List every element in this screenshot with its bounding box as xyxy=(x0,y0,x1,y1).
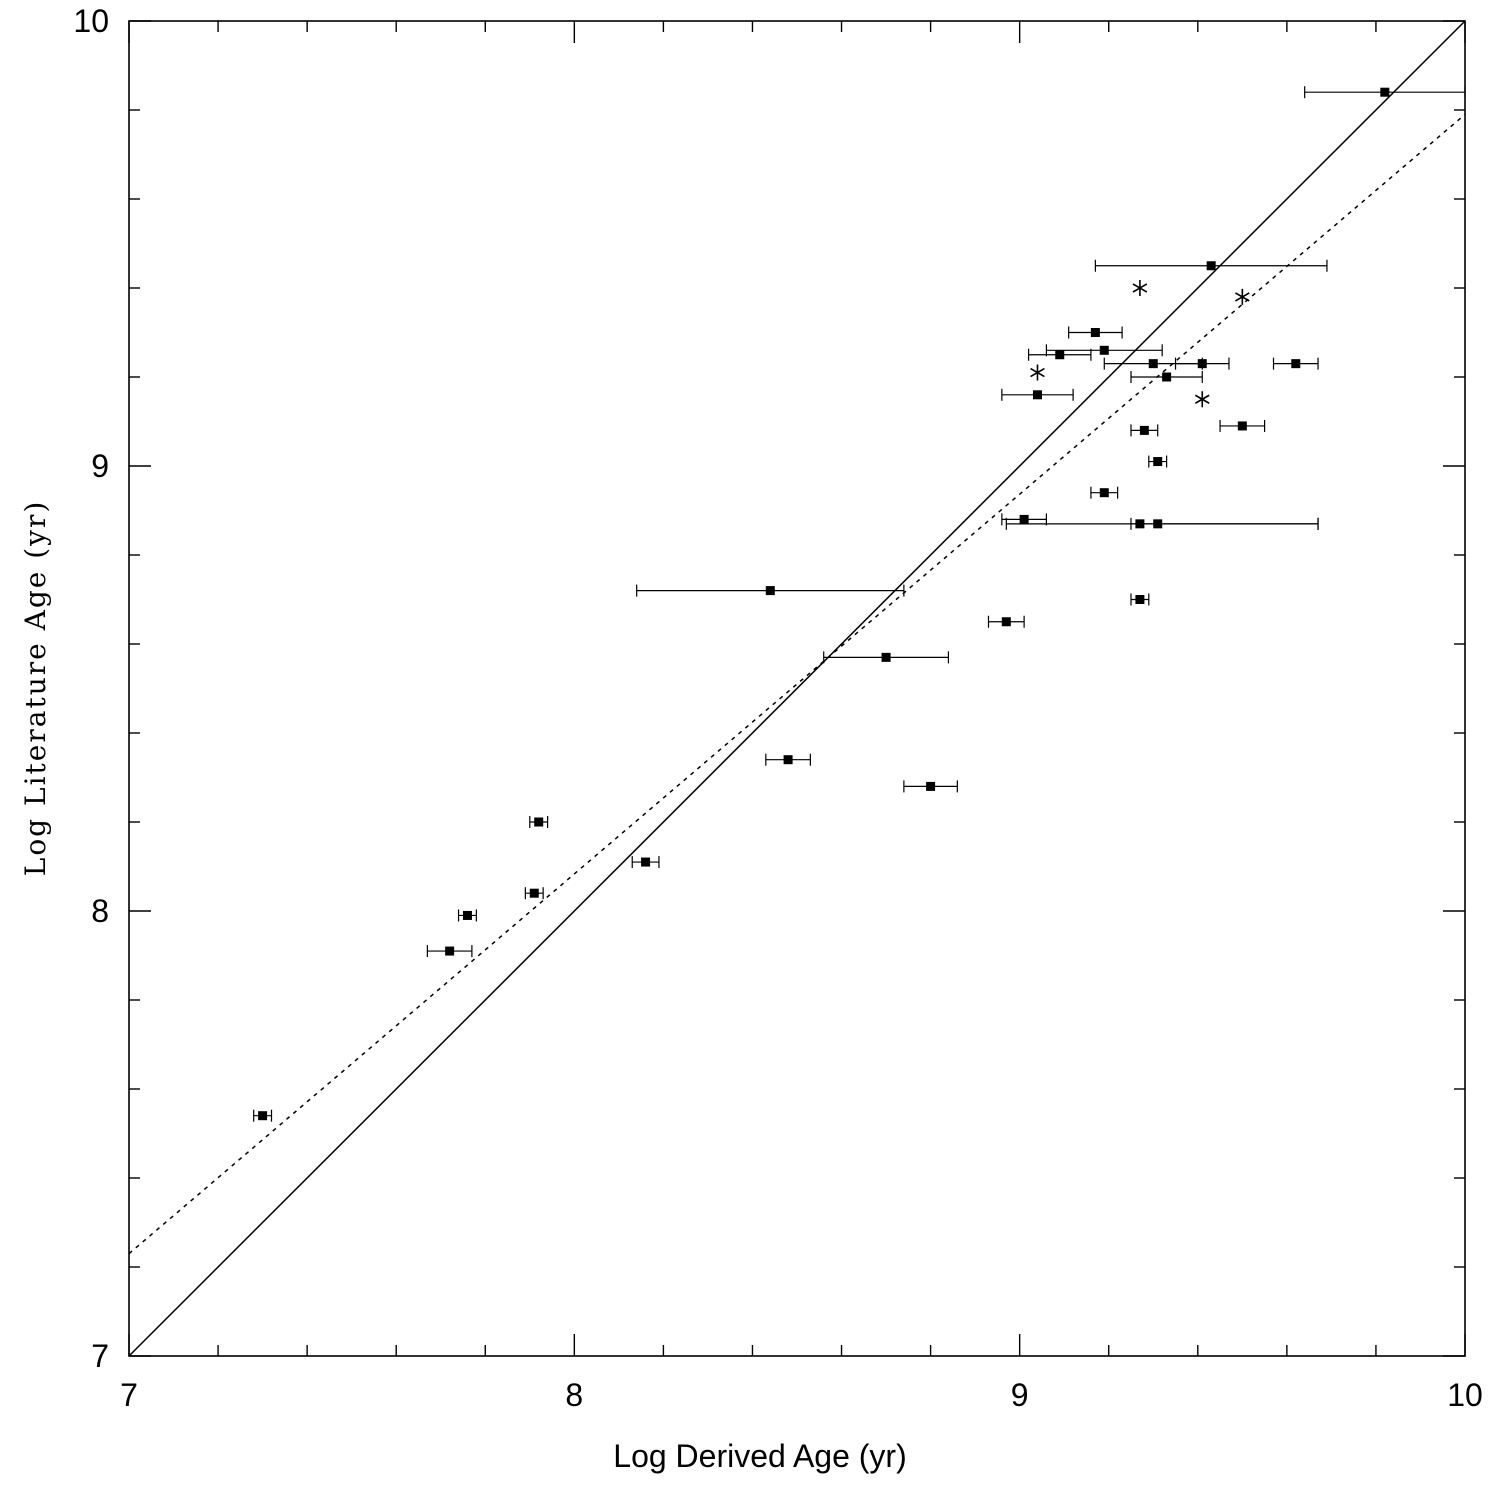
data-point xyxy=(1099,345,1109,355)
data-point xyxy=(1019,514,1029,524)
data-point xyxy=(1206,261,1216,271)
y-tick-label: 8 xyxy=(91,893,109,929)
data-point xyxy=(534,817,544,827)
data-point xyxy=(1148,359,1158,369)
data-point xyxy=(1153,519,1163,529)
data-point xyxy=(881,652,891,662)
x-tick-labels: 7 8 9 10 xyxy=(120,1377,1483,1413)
x-tick-label: 9 xyxy=(1011,1377,1029,1413)
data-point xyxy=(1090,328,1100,337)
y-tick-label: 7 xyxy=(91,1338,109,1374)
data-point xyxy=(783,755,793,765)
plot-frame xyxy=(128,20,1466,1357)
data-point xyxy=(1099,488,1109,498)
data-point xyxy=(445,946,455,956)
x-axis-title: Log Derived Age (yr) xyxy=(613,1438,906,1474)
data-point xyxy=(1139,425,1149,435)
asterisk-point xyxy=(1132,280,1148,296)
x-tick-label: 10 xyxy=(1447,1377,1483,1413)
data-point xyxy=(1135,519,1145,529)
y-tick-labels: 7 8 9 10 xyxy=(73,3,109,1374)
one-to-one-line xyxy=(128,20,1466,1357)
y-axis-title: Log Literature Age (yr) xyxy=(19,500,52,877)
y-tick-label: 10 xyxy=(73,3,109,39)
data-point xyxy=(258,1111,268,1121)
data-point xyxy=(1237,421,1247,431)
data-point xyxy=(1162,372,1172,382)
data-point xyxy=(1197,359,1207,369)
x-tick-label: 8 xyxy=(565,1377,583,1413)
data-point xyxy=(1032,390,1042,400)
data-points xyxy=(258,87,1390,1121)
data-point xyxy=(641,857,651,867)
data-point xyxy=(1380,87,1390,97)
y-tick-label: 9 xyxy=(91,448,109,484)
data-point xyxy=(926,781,936,791)
asterisk-point xyxy=(1194,391,1210,408)
data-point xyxy=(1291,359,1301,369)
reference-lines xyxy=(128,20,1466,1357)
data-point xyxy=(1153,457,1163,467)
data-point xyxy=(1135,595,1145,604)
data-point xyxy=(1001,617,1011,627)
error-bars xyxy=(253,86,1466,1122)
asterisk-point xyxy=(1235,288,1250,305)
data-point xyxy=(529,888,539,898)
x-tick-label: 7 xyxy=(120,1377,138,1413)
data-point xyxy=(765,586,775,596)
asterisk-points xyxy=(1030,280,1250,408)
fit-line xyxy=(128,113,1466,1255)
data-point xyxy=(462,910,472,920)
data-point xyxy=(1055,350,1065,360)
asterisk-point xyxy=(1030,364,1045,381)
